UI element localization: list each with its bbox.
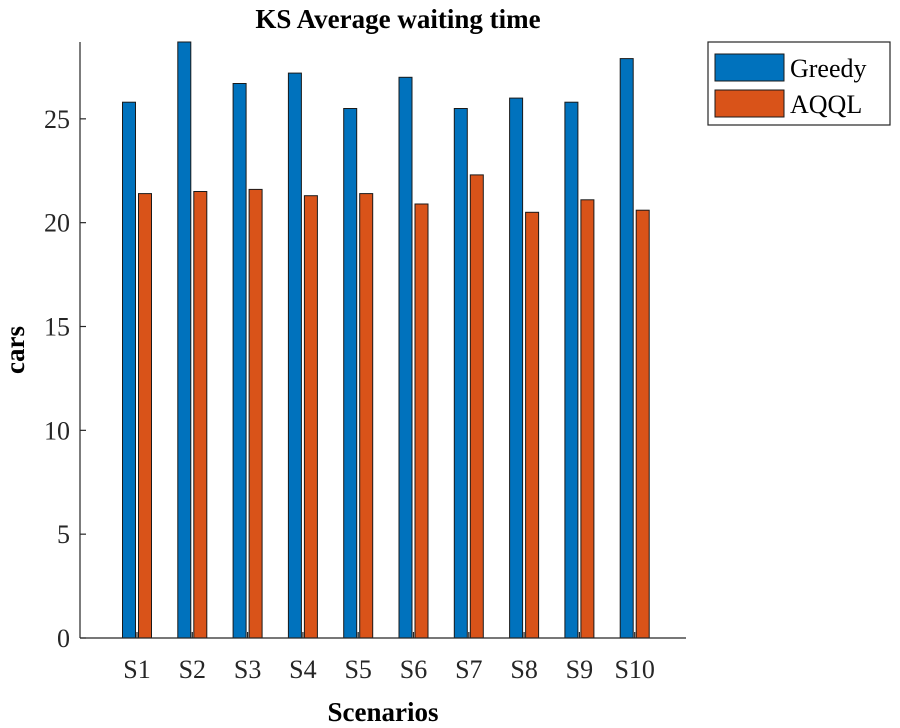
bar-greedy-s3	[232, 83, 247, 639]
y-axis-label: cars	[0, 326, 30, 374]
bar-aqql-s5	[359, 193, 374, 639]
x-axis-label: Scenarios	[328, 697, 439, 727]
y-tick-label: 5	[57, 520, 70, 549]
y-tick-label: 25	[44, 105, 70, 134]
bar-aqql-s4	[303, 195, 318, 639]
plot-area: 0 5 10 15 20 25 S1 S2 S3 S4 S5 S6 S7 S8 S9 S10	[44, 41, 686, 684]
y-tick-label: 20	[44, 209, 70, 238]
legend-label-greedy: Greedy	[790, 54, 867, 83]
legend-label-aqql: AQQL	[790, 90, 862, 119]
bar-greedy-s4	[287, 72, 302, 639]
y-tick-label: 15	[44, 313, 70, 342]
bar-aqql-s6	[414, 203, 429, 639]
bar-greedy-s10	[619, 58, 634, 639]
bar-greedy-s5	[343, 108, 358, 639]
bar-greedy-s8	[509, 97, 524, 639]
x-tick-label: S6	[400, 655, 427, 684]
legend-swatch-aqql	[714, 89, 785, 118]
x-tick-label: S1	[123, 655, 150, 684]
bar-aqql-s3	[248, 188, 263, 639]
y-tick-label: 0	[57, 624, 70, 653]
bar-aqql-s8	[525, 211, 540, 639]
bar-aqql-s10	[635, 209, 650, 639]
bar-aqql-s7	[469, 174, 484, 639]
x-tick-label: S5	[344, 655, 371, 684]
legend: Greedy AQQL	[707, 41, 891, 126]
x-tick-label: S10	[614, 655, 654, 684]
x-tick-label: S4	[289, 655, 316, 684]
x-tick-label: S3	[234, 655, 261, 684]
bar-greedy-s6	[398, 76, 413, 639]
bar-aqql-s9	[580, 199, 595, 639]
chart-title: KS Average waiting time	[255, 4, 540, 34]
y-tick-label: 10	[44, 416, 70, 445]
x-tick-label: S7	[455, 655, 482, 684]
x-tick-label: S9	[566, 655, 593, 684]
bar-aqql-s1	[138, 193, 152, 639]
x-tick-label: S2	[179, 655, 206, 684]
legend-swatch-greedy	[714, 53, 785, 82]
x-tick-label: S8	[510, 655, 537, 684]
bar-aqql-s2	[193, 191, 208, 639]
bar-greedy-s2	[177, 41, 192, 639]
bar-greedy-s9	[564, 101, 579, 639]
bar-greedy-s7	[453, 108, 468, 639]
bar-greedy-s1	[122, 101, 136, 639]
